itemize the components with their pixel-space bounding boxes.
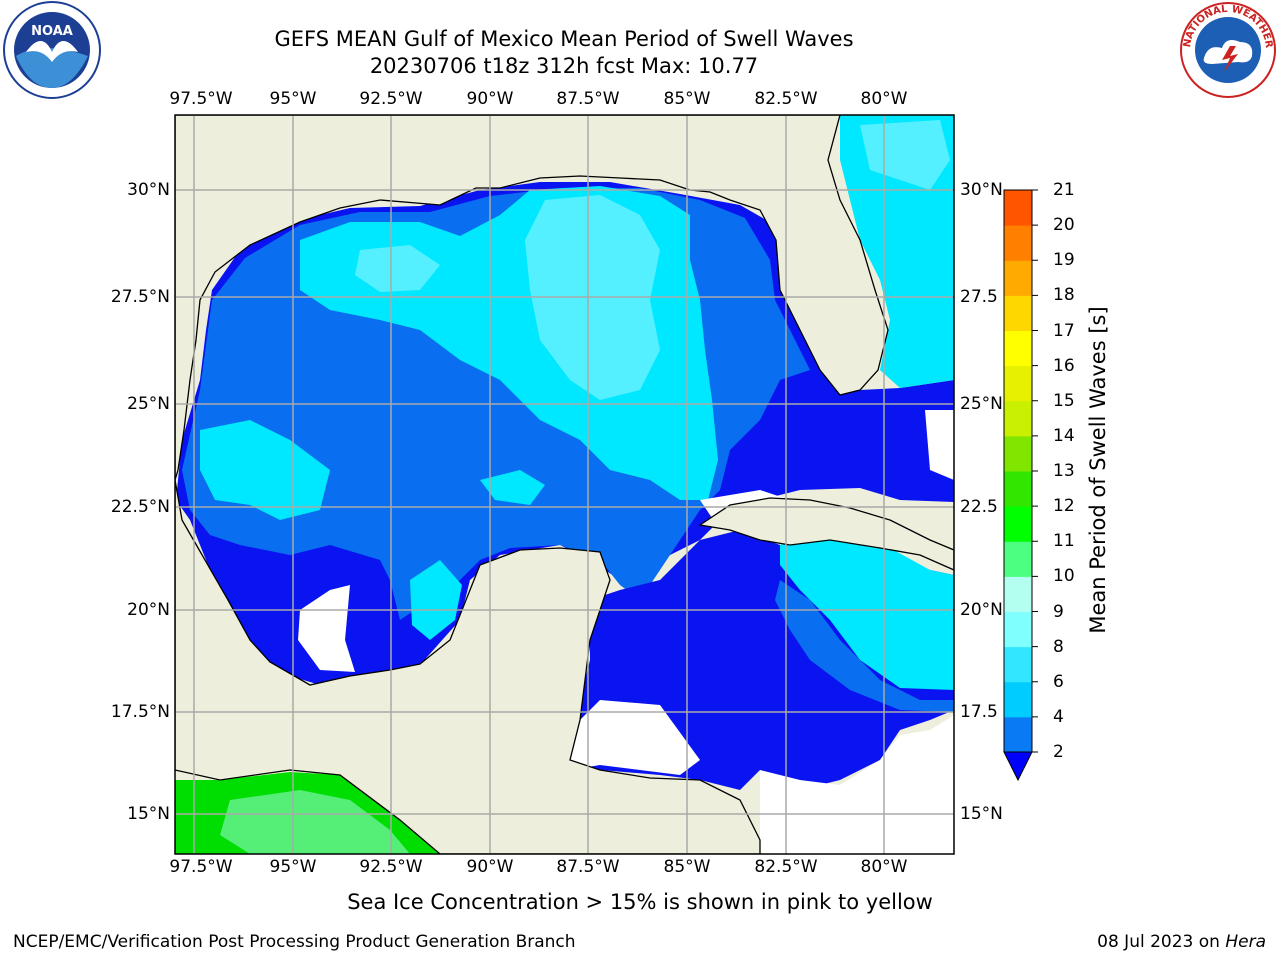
- nws-logo: NATIONAL WEATHER SERVICE: [1178, 0, 1276, 98]
- colorbar-tick-label: 4: [1053, 706, 1064, 727]
- lon-label-bottom: 97.5°W: [169, 857, 233, 877]
- colorbar-segment: [1004, 400, 1032, 437]
- lon-label-top: 92.5°W: [359, 89, 423, 109]
- nodata-yucatan: [560, 700, 700, 775]
- colorbar-segment: [1004, 541, 1032, 577]
- sea-ice-note: Sea Ice Concentration > 15% is shown in …: [347, 890, 933, 914]
- nodata-florida-keys: [925, 410, 954, 480]
- host-name: Hera: [1225, 932, 1266, 952]
- colorbar-segment: [1004, 190, 1032, 226]
- nodata-caribbean: [760, 715, 954, 854]
- colorbar-tick-label: 8: [1053, 636, 1064, 657]
- lat-label-left: 17.5°N: [110, 702, 170, 722]
- colorbar-segment: [1004, 716, 1032, 753]
- credit-line: NCEP/EMC/Verification Post Processing Pr…: [13, 932, 576, 952]
- lat-label-left: 27.5°N: [110, 287, 170, 307]
- colorbar-label: Mean Period of Swell Waves [s]: [1086, 306, 1110, 634]
- colorbar-segment: [1004, 435, 1032, 472]
- lat-label-right: 25°N: [960, 394, 1003, 414]
- lat-label-right: 22.5: [960, 497, 998, 517]
- lon-label-bottom: 90°W: [466, 857, 514, 877]
- colorbar: [1003, 189, 1038, 782]
- lat-label-left: 22.5°N: [110, 497, 170, 517]
- noaa-logo-text: NOAA: [31, 24, 73, 39]
- caribbean-mid-blue: [775, 580, 954, 712]
- colorbar-tick-label: 12: [1053, 496, 1075, 517]
- colorbar-tick-label: 18: [1053, 285, 1075, 306]
- colorbar-extend-arrow: [1003, 751, 1033, 782]
- colorbar-segment: [1004, 225, 1032, 261]
- lon-label-top: 82.5°W: [754, 89, 818, 109]
- colorbar-segment: [1004, 330, 1032, 367]
- colorbar-tick-label: 13: [1053, 461, 1075, 481]
- map-frame: [174, 114, 955, 855]
- lat-label-right: 17.5: [960, 702, 998, 722]
- lat-label-right: 30°N: [960, 180, 1003, 200]
- noaa-logo: NOAA: [3, 1, 101, 99]
- colorbar-tick-label: 19: [1053, 250, 1075, 271]
- swell-cyan-west: [200, 420, 330, 520]
- colorbar-tick-label: 15: [1053, 390, 1075, 411]
- colorbar-segment: [1004, 471, 1032, 507]
- colorbar-segment: [1004, 295, 1032, 331]
- caribbean-cyan: [780, 535, 954, 690]
- lat-label-right: 27.5: [960, 287, 998, 307]
- lon-label-top: 97.5°W: [169, 89, 233, 109]
- lat-label-right: 15°N: [960, 804, 1003, 824]
- lat-label-left: 15°N: [127, 804, 170, 824]
- colorbar-tick-label: 21: [1053, 180, 1075, 200]
- lon-label-top: 85°W: [663, 89, 711, 109]
- colorbar-segment: [1004, 646, 1032, 683]
- nodata-west: [298, 585, 355, 672]
- lat-label-left: 25°N: [127, 394, 170, 414]
- land-us-gulf-coast: [175, 115, 889, 481]
- chart-subtitle: 20230706 t18z 312h fcst Max: 10.77: [369, 54, 759, 78]
- lon-label-top: 87.5°W: [556, 89, 620, 109]
- colorbar-tick-label: 16: [1053, 355, 1075, 376]
- lon-label-top: 95°W: [269, 89, 317, 109]
- lon-label-top: 90°W: [466, 89, 514, 109]
- lon-label-bottom: 87.5°W: [556, 857, 620, 877]
- colorbar-segment: [1004, 260, 1032, 296]
- colorbar-tick-label: 2: [1053, 742, 1064, 762]
- colorbar-tick-label: 20: [1053, 215, 1075, 236]
- colorbar-segment: [1004, 611, 1032, 648]
- chart-title: GEFS MEAN Gulf of Mexico Mean Period of …: [274, 27, 854, 51]
- graticule: [175, 115, 954, 854]
- lon-label-bottom: 92.5°W: [359, 857, 423, 877]
- colorbar-tick-label: 10: [1053, 566, 1075, 587]
- lon-label-bottom: 80°W: [860, 857, 908, 877]
- pacific-light-green: [220, 790, 410, 854]
- date-stamp: 08 Jul 2023 on Hera: [1097, 932, 1266, 952]
- colorbar-tick-label: 17: [1053, 320, 1075, 341]
- colorbar-segment: [1004, 576, 1032, 612]
- colorbar-segment: [1004, 506, 1032, 542]
- atlantic-light-cyan: [860, 120, 950, 190]
- lat-label-left: 30°N: [127, 180, 170, 200]
- colorbar-segment: [1004, 365, 1032, 402]
- swell-cyan-strip: [480, 470, 545, 505]
- swell-light-cyan-2: [355, 245, 440, 292]
- land-cuba: [698, 497, 954, 571]
- colorbar-segment: [1004, 681, 1032, 718]
- lon-label-bottom: 95°W: [269, 857, 317, 877]
- lat-label-left: 20°N: [127, 600, 170, 620]
- lon-label-bottom: 85°W: [663, 857, 711, 877]
- lat-label-right: 20°N: [960, 600, 1003, 620]
- colorbar-tick-label: 9: [1053, 601, 1064, 622]
- colorbar-tick-label: 14: [1053, 425, 1075, 446]
- colorbar-tick-label: 6: [1053, 671, 1064, 692]
- swell-cyan-south: [410, 560, 462, 640]
- lon-label-top: 80°W: [860, 89, 908, 109]
- lon-label-bottom: 82.5°W: [754, 857, 818, 877]
- colorbar-tick-label: 11: [1053, 531, 1075, 552]
